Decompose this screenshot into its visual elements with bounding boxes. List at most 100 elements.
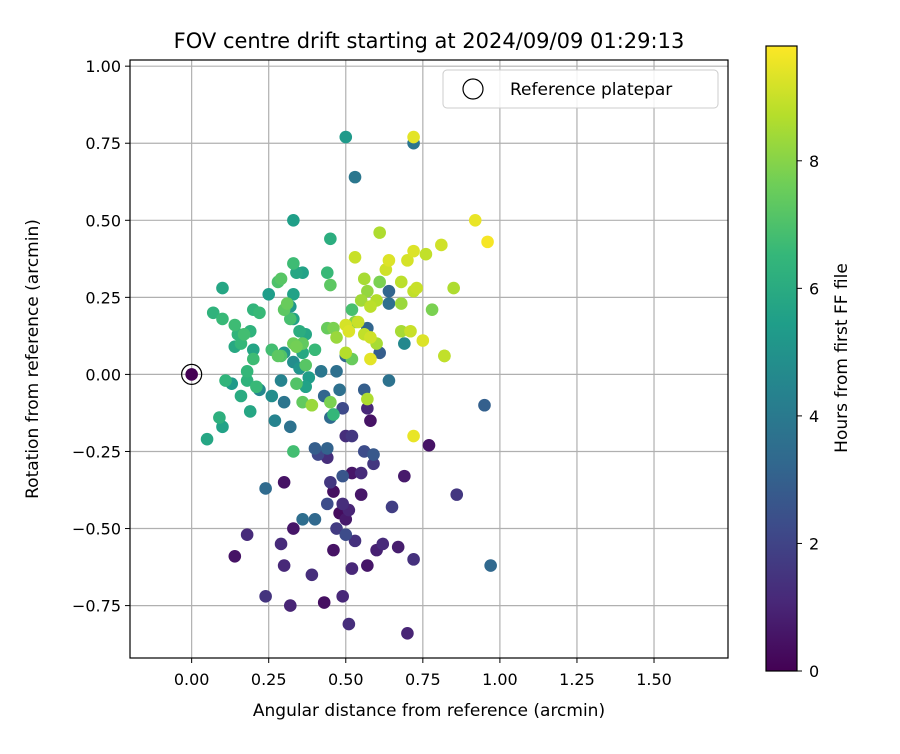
data-point: [364, 300, 377, 313]
x-axis-label: Angular distance from reference (arcmin): [253, 701, 605, 721]
data-point: [401, 254, 414, 267]
colorbar-gradient: [765, 45, 798, 672]
data-point: [407, 244, 420, 258]
data-point: [382, 254, 396, 267]
data-point: [320, 266, 334, 279]
x-tick-label: 0.25: [251, 670, 287, 689]
y-tick-label: 0.25: [85, 288, 121, 307]
data-point: [481, 235, 494, 249]
data-point: [339, 528, 353, 542]
data-point: [376, 537, 390, 551]
y-tick-label: 1.00: [85, 57, 121, 76]
colorbar-ticks: 0 2 4 6 8: [797, 152, 819, 681]
x-tick-label: 1.50: [636, 670, 672, 689]
data-point: [274, 374, 288, 387]
data-point: [354, 466, 368, 480]
data-point: [327, 408, 340, 421]
data-point: [206, 306, 220, 320]
data-point: [361, 559, 374, 572]
data-point: [382, 284, 396, 298]
colorbar-tick-label: 2: [809, 534, 819, 553]
data-point: [407, 429, 420, 443]
legend-entry-reference: Reference platepar: [510, 80, 672, 100]
x-tick-label: 1.25: [559, 670, 595, 689]
data-point: [348, 250, 362, 264]
data-point: [336, 469, 349, 483]
data-point: [394, 324, 408, 338]
data-point: [398, 469, 411, 483]
data-point: [401, 627, 414, 640]
data-point: [262, 287, 276, 301]
data-point: [287, 287, 300, 301]
data-point: [253, 306, 266, 320]
data-point: [361, 284, 374, 298]
colorbar-tick-label: 0: [809, 662, 819, 681]
data-point: [240, 528, 254, 542]
data-point: [435, 238, 448, 252]
data-point: [305, 568, 319, 582]
data-point: [324, 395, 337, 409]
data-point: [468, 213, 482, 227]
legend: Reference platepar: [442, 69, 719, 109]
data-point: [234, 389, 248, 403]
data-point: [367, 457, 380, 471]
y-tick-label: −0.75: [72, 597, 121, 616]
data-point: [357, 272, 371, 286]
data-point: [265, 389, 279, 403]
data-point: [342, 324, 356, 338]
data-point: [385, 500, 399, 514]
data-point: [283, 420, 297, 434]
data-point: [228, 318, 242, 332]
data-point: [407, 553, 420, 566]
data-point: [364, 352, 377, 366]
data-point: [438, 349, 451, 363]
data-point: [354, 488, 368, 501]
data-point: [268, 414, 282, 427]
data-point: [336, 402, 349, 415]
data-point: [240, 365, 254, 378]
data-point: [324, 278, 337, 292]
data-point: [283, 599, 297, 612]
y-tick-label: 0.75: [85, 134, 121, 153]
data-point: [330, 331, 343, 344]
data-point: [287, 522, 300, 535]
legend-reference-icon: [462, 78, 484, 100]
data-point: [277, 475, 291, 489]
reference-marker: [181, 363, 203, 386]
data-point: [185, 368, 198, 381]
plot-frame: [129, 59, 729, 659]
data-point: [404, 324, 417, 338]
data-point: [280, 297, 294, 310]
data-point: [336, 590, 349, 603]
data-point: [250, 380, 263, 394]
data-point: [382, 297, 396, 310]
reference-platepar-marker: [181, 363, 203, 386]
data-point: [277, 559, 291, 572]
x-tick-label: 0.00: [174, 670, 210, 689]
data-point: [246, 343, 260, 357]
data-point: [246, 352, 260, 366]
data-point: [287, 445, 300, 458]
colorbar-tick-label: 4: [809, 407, 819, 426]
data-point: [287, 257, 300, 270]
data-point: [213, 411, 226, 424]
data-point: [240, 374, 254, 387]
data-point: [364, 331, 377, 344]
data-point: [293, 324, 306, 338]
data-point: [324, 232, 337, 246]
data-point: [290, 377, 303, 390]
y-tick-label: 0.50: [85, 211, 121, 230]
data-point: [348, 170, 362, 184]
data-point: [274, 272, 288, 286]
data-point: [200, 432, 214, 446]
data-point: [382, 374, 396, 387]
data-point: [410, 281, 423, 295]
data-point: [416, 334, 430, 347]
data-point: [228, 549, 242, 563]
data-point: [259, 590, 272, 603]
data-point: [290, 340, 303, 353]
data-points: [185, 130, 497, 640]
colorbar-tick-label: 6: [809, 279, 819, 298]
data-point: [367, 448, 380, 461]
